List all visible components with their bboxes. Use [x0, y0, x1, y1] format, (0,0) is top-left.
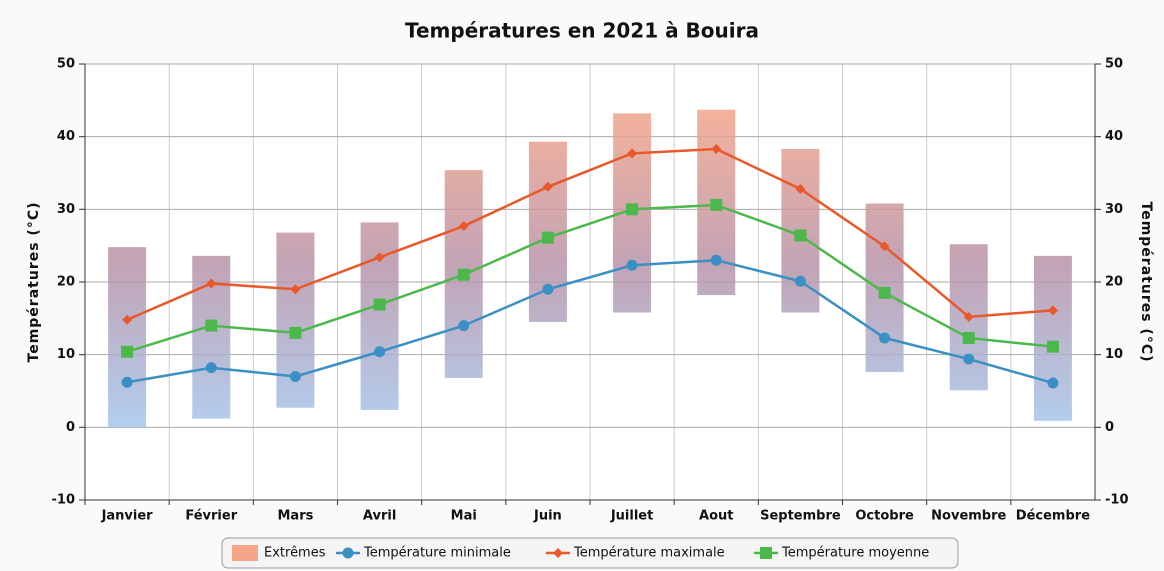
- point: [121, 376, 133, 388]
- y-tick-label: 30: [57, 202, 75, 217]
- x-tick-label: Septembre: [760, 509, 841, 524]
- y-tick-label: 0: [66, 420, 75, 435]
- range-bar: [360, 222, 399, 410]
- range-bar: [108, 247, 147, 428]
- point: [541, 231, 554, 244]
- point: [542, 181, 553, 192]
- point: [963, 353, 975, 365]
- range-bar: [1033, 255, 1072, 421]
- point: [290, 284, 301, 295]
- legend: [221, 537, 959, 569]
- point: [342, 547, 354, 559]
- y-tick-label: -10: [52, 493, 76, 508]
- chart-title: Températures en 2021 à Bouira: [405, 19, 759, 43]
- point: [458, 221, 469, 232]
- legend-label: Température minimale: [363, 546, 511, 561]
- y2-tick-label: -10: [1105, 493, 1129, 508]
- legend-label: Température moyenne: [781, 546, 929, 561]
- legend-label: Température maximale: [573, 546, 725, 561]
- point: [879, 332, 891, 344]
- y2-tick-label: 0: [1105, 420, 1114, 435]
- point: [289, 326, 302, 339]
- y2-tick-label: 30: [1105, 202, 1123, 217]
- legend-label: Extrêmes: [264, 546, 326, 561]
- point: [711, 144, 722, 155]
- y2-tick-label: 10: [1105, 347, 1123, 362]
- point: [542, 283, 554, 295]
- x-tick-label: Juin: [533, 509, 562, 524]
- point: [710, 198, 723, 211]
- point: [963, 311, 974, 322]
- x-tick-label: Février: [185, 509, 237, 524]
- point: [626, 203, 639, 216]
- x-tick-label: Aout: [699, 509, 733, 524]
- point: [205, 319, 218, 332]
- y-tick-label: 10: [57, 347, 75, 362]
- y-tick-label: 50: [57, 57, 75, 72]
- point: [206, 278, 217, 289]
- point: [1047, 377, 1059, 389]
- point: [122, 314, 133, 325]
- y2-axis-title: Températures (°C): [1138, 202, 1154, 363]
- point: [553, 548, 563, 558]
- x-tick-label: Octobre: [855, 509, 914, 524]
- point: [760, 547, 772, 559]
- point: [374, 346, 386, 358]
- y-tick-label: 20: [57, 275, 75, 290]
- x-tick-label: Novembre: [931, 509, 1006, 524]
- point: [1046, 340, 1059, 353]
- point: [289, 370, 301, 382]
- point: [374, 252, 385, 263]
- series-line: [126, 147, 1054, 321]
- point: [626, 259, 638, 271]
- x-tick-label: Janvier: [101, 509, 154, 524]
- point: [878, 286, 891, 299]
- point: [794, 275, 806, 287]
- point: [879, 241, 890, 252]
- legend-swatch: [232, 545, 258, 561]
- x-tick-label: Juillet: [610, 509, 654, 524]
- x-tick-label: Mars: [277, 509, 313, 524]
- point: [121, 345, 134, 358]
- y-tick-label: 40: [57, 129, 75, 144]
- y2-tick-label: 40: [1105, 129, 1123, 144]
- point: [457, 268, 470, 281]
- x-tick-label: Décembre: [1016, 509, 1090, 524]
- point: [710, 254, 722, 266]
- point: [205, 362, 217, 374]
- point: [795, 183, 806, 194]
- series-line: [126, 258, 1054, 385]
- point: [458, 320, 470, 332]
- x-tick-label: Avril: [363, 509, 396, 524]
- point: [794, 229, 807, 242]
- y2-tick-label: 20: [1105, 275, 1123, 290]
- point: [962, 331, 975, 344]
- x-tick-label: Mai: [451, 509, 477, 524]
- series-line: [126, 203, 1054, 353]
- y-axis-title: Températures (°C): [26, 202, 42, 363]
- y2-tick-label: 50: [1105, 57, 1123, 72]
- point: [1047, 305, 1058, 316]
- point: [627, 148, 638, 159]
- point: [373, 298, 386, 311]
